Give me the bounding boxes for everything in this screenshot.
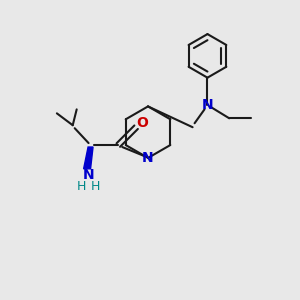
Text: N: N — [142, 151, 154, 165]
Text: H: H — [77, 180, 86, 193]
Text: N: N — [83, 168, 94, 182]
Polygon shape — [84, 147, 93, 169]
Text: N: N — [202, 98, 213, 112]
Text: H: H — [91, 180, 100, 193]
Text: O: O — [136, 116, 148, 130]
